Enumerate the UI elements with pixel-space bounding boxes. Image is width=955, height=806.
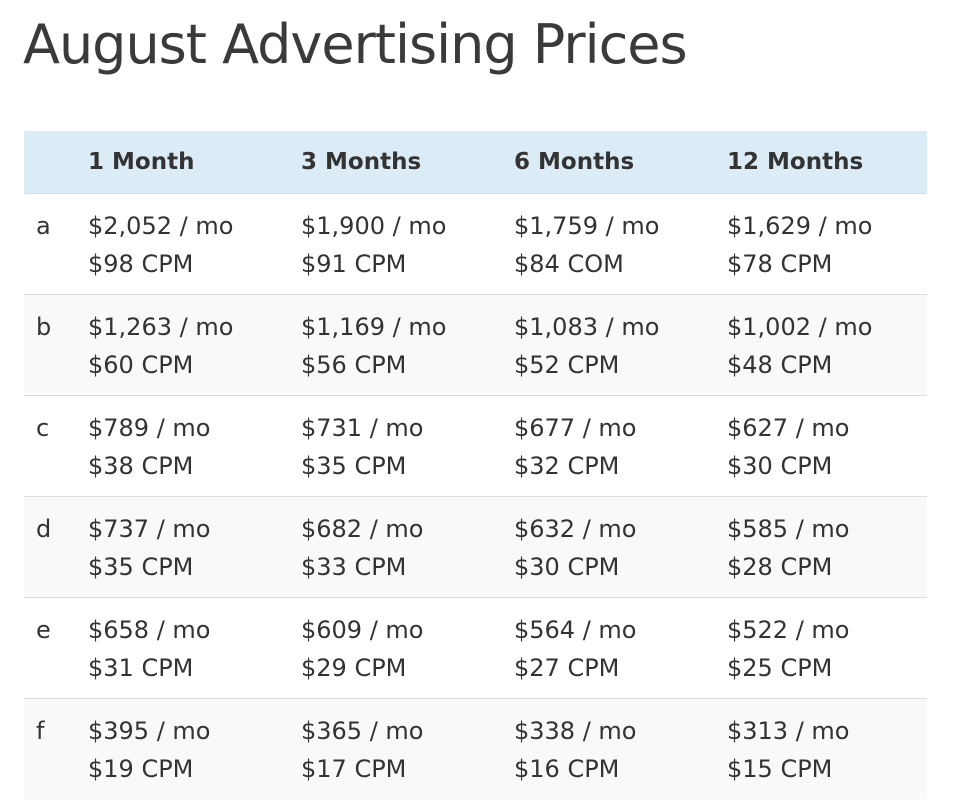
monthly-price: $1,629 / mo [727, 211, 873, 240]
cpm-price: $31 CPM [88, 653, 194, 682]
table-row: d $737 / mo $35 CPM $682 / mo $33 CPM $632 / … [24, 496, 927, 597]
cpm-price: $52 CPM [514, 350, 620, 379]
header-row: 1 Month 3 Months 6 Months 12 Months [24, 131, 927, 193]
row-tier-label: c [36, 413, 50, 442]
price-cell: $1,900 / mo $91 CPM [301, 193, 514, 294]
monthly-price: $731 / mo [301, 413, 424, 442]
cpm-price: $91 CPM [301, 249, 407, 278]
cpm-price: $25 CPM [727, 653, 833, 682]
page-title: August Advertising Prices [23, 13, 688, 76]
table-body: a $2,052 / mo $98 CPM $1,900 / mo $91 CPM $1,… [24, 193, 927, 799]
cpm-price: $98 CPM [88, 249, 194, 278]
header-12-months: 12 Months [727, 148, 864, 175]
monthly-price: $677 / mo [514, 413, 637, 442]
table-row: e $658 / mo $31 CPM $609 / mo $29 CPM $564 / … [24, 597, 927, 698]
price-cell: $522 / mo $25 CPM [727, 597, 927, 698]
monthly-price: $609 / mo [301, 615, 424, 644]
cpm-price: $33 CPM [301, 552, 407, 581]
cpm-price: $19 CPM [88, 754, 194, 783]
pricing-table: 1 Month 3 Months 6 Months 12 Months a $2,… [24, 131, 927, 799]
price-cell: $1,759 / mo $84 COM [514, 193, 727, 294]
header-1-month: 1 Month [88, 148, 195, 175]
monthly-price: $737 / mo [88, 514, 211, 543]
price-cell: $1,083 / mo $52 CPM [514, 294, 727, 395]
price-cell: $1,002 / mo $48 CPM [727, 294, 927, 395]
table-row: f $395 / mo $19 CPM $365 / mo $17 CPM $338 / … [24, 698, 927, 799]
price-cell: $313 / mo $15 CPM [727, 698, 927, 799]
cpm-price: $38 CPM [88, 451, 194, 480]
cpm-price: $35 CPM [301, 451, 407, 480]
monthly-price: $789 / mo [88, 413, 211, 442]
cpm-price: $30 CPM [727, 451, 833, 480]
monthly-price: $1,900 / mo [301, 211, 447, 240]
header-3-months: 3 Months [301, 148, 422, 175]
cpm-price: $60 CPM [88, 350, 194, 379]
price-cell: $1,629 / mo $78 CPM [727, 193, 927, 294]
cpm-price: $27 CPM [514, 653, 620, 682]
price-cell: $395 / mo $19 CPM [88, 698, 301, 799]
price-cell: $2,052 / mo $98 CPM [88, 193, 301, 294]
cpm-price: $84 COM [514, 249, 624, 278]
monthly-price: $365 / mo [301, 716, 424, 745]
cpm-price: $30 CPM [514, 552, 620, 581]
cpm-price: $16 CPM [514, 754, 620, 783]
monthly-price: $1,169 / mo [301, 312, 447, 341]
monthly-price: $1,002 / mo [727, 312, 873, 341]
table-header: 1 Month 3 Months 6 Months 12 Months [24, 131, 927, 193]
row-tier-label: a [36, 211, 51, 240]
monthly-price: $313 / mo [727, 716, 850, 745]
table-row: b $1,263 / mo $60 CPM $1,169 / mo $56 CPM $1,… [24, 294, 927, 395]
monthly-price: $585 / mo [727, 514, 850, 543]
cpm-price: $28 CPM [727, 552, 833, 581]
price-cell: $682 / mo $33 CPM [301, 496, 514, 597]
price-cell: $789 / mo $38 CPM [88, 395, 301, 496]
price-cell: $1,263 / mo $60 CPM [88, 294, 301, 395]
header-tier [24, 131, 88, 193]
monthly-price: $338 / mo [514, 716, 637, 745]
price-cell: $338 / mo $16 CPM [514, 698, 727, 799]
monthly-price: $658 / mo [88, 615, 211, 644]
table-row: a $2,052 / mo $98 CPM $1,900 / mo $91 CPM $1,… [24, 193, 927, 294]
cpm-price: $17 CPM [301, 754, 407, 783]
monthly-price: $632 / mo [514, 514, 637, 543]
monthly-price: $395 / mo [88, 716, 211, 745]
monthly-price: $1,263 / mo [88, 312, 234, 341]
price-cell: $737 / mo $35 CPM [88, 496, 301, 597]
row-tier-label: d [36, 514, 52, 543]
price-cell: $1,169 / mo $56 CPM [301, 294, 514, 395]
price-cell: $564 / mo $27 CPM [514, 597, 727, 698]
monthly-price: $564 / mo [514, 615, 637, 644]
monthly-price: $1,759 / mo [514, 211, 660, 240]
cpm-price: $56 CPM [301, 350, 407, 379]
price-cell: $632 / mo $30 CPM [514, 496, 727, 597]
price-cell: $658 / mo $31 CPM [88, 597, 301, 698]
cpm-price: $32 CPM [514, 451, 620, 480]
monthly-price: $522 / mo [727, 615, 850, 644]
price-cell: $731 / mo $35 CPM [301, 395, 514, 496]
price-cell: $677 / mo $32 CPM [514, 395, 727, 496]
cpm-price: $15 CPM [727, 754, 833, 783]
cpm-price: $35 CPM [88, 552, 194, 581]
header-6-months: 6 Months [514, 148, 635, 175]
table-row: c $789 / mo $38 CPM $731 / mo $35 CPM $677 / … [24, 395, 927, 496]
row-tier-label: b [36, 312, 52, 341]
cpm-price: $48 CPM [727, 350, 833, 379]
monthly-price: $1,083 / mo [514, 312, 660, 341]
cpm-price: $29 CPM [301, 653, 407, 682]
row-tier-label: f [36, 716, 45, 745]
monthly-price: $2,052 / mo [88, 211, 234, 240]
price-cell: $585 / mo $28 CPM [727, 496, 927, 597]
row-tier-label: e [36, 615, 51, 644]
monthly-price: $682 / mo [301, 514, 424, 543]
price-cell: $609 / mo $29 CPM [301, 597, 514, 698]
cpm-price: $78 CPM [727, 249, 833, 278]
price-cell: $365 / mo $17 CPM [301, 698, 514, 799]
monthly-price: $627 / mo [727, 413, 850, 442]
price-cell: $627 / mo $30 CPM [727, 395, 927, 496]
